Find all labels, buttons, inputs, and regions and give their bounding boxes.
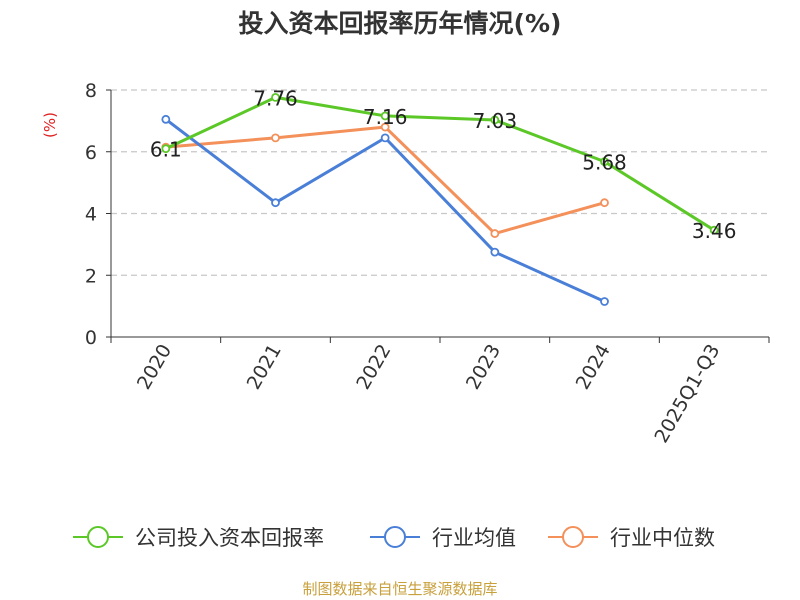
x-tick-label: 2021 bbox=[243, 341, 286, 394]
data-point bbox=[709, 225, 719, 235]
data-point bbox=[490, 229, 500, 238]
series-line bbox=[165, 95, 715, 232]
series-line bbox=[165, 125, 605, 236]
y-tick-label: 0 bbox=[85, 327, 97, 349]
y-tick-label: 8 bbox=[85, 80, 97, 102]
y-tick-label: 6 bbox=[85, 142, 97, 164]
legend-label: 行业中位数 bbox=[610, 526, 715, 550]
data-point bbox=[490, 115, 500, 125]
chart-title: 投入资本回报率历年情况(%) bbox=[238, 9, 562, 38]
data-label: 5.68 bbox=[582, 151, 627, 175]
data-label: 6.1 bbox=[150, 138, 182, 162]
legend-label: 行业均值 bbox=[432, 526, 516, 550]
source-note: 制图数据来自恒生聚源数据库 bbox=[302, 580, 498, 598]
data-point bbox=[161, 114, 171, 124]
data-point bbox=[271, 198, 280, 208]
data-point bbox=[600, 198, 609, 208]
legend-label: 公司投入资本回报率 bbox=[135, 526, 324, 550]
data-point bbox=[271, 93, 280, 102]
x-tick-label: 2020 bbox=[133, 341, 176, 394]
legend-marker bbox=[562, 526, 584, 548]
legend-marker bbox=[384, 526, 406, 548]
data-point bbox=[380, 133, 390, 143]
data-label: 7.16 bbox=[363, 105, 408, 129]
data-point bbox=[600, 157, 609, 167]
legend-marker bbox=[87, 526, 109, 548]
x-tick-label: 2023 bbox=[462, 341, 505, 394]
data-point bbox=[600, 297, 609, 306]
y-tick-label: 4 bbox=[85, 204, 97, 226]
x-tick-label: 2025Q1-Q3 bbox=[650, 341, 724, 447]
data-point bbox=[380, 122, 390, 132]
data-point bbox=[380, 111, 390, 121]
data-label: 7.03 bbox=[473, 109, 518, 133]
x-tick-label: 2022 bbox=[352, 341, 395, 394]
data-label: 3.46 bbox=[692, 219, 737, 243]
data-point bbox=[161, 144, 171, 154]
data-point bbox=[490, 247, 500, 257]
x-tick-label: 2024 bbox=[572, 341, 615, 394]
y-tick-label: 2 bbox=[85, 265, 97, 287]
data-label: 7.76 bbox=[253, 86, 298, 110]
series-line bbox=[164, 118, 606, 303]
y-axis-label: (%) bbox=[41, 112, 59, 138]
data-point bbox=[271, 133, 280, 143]
